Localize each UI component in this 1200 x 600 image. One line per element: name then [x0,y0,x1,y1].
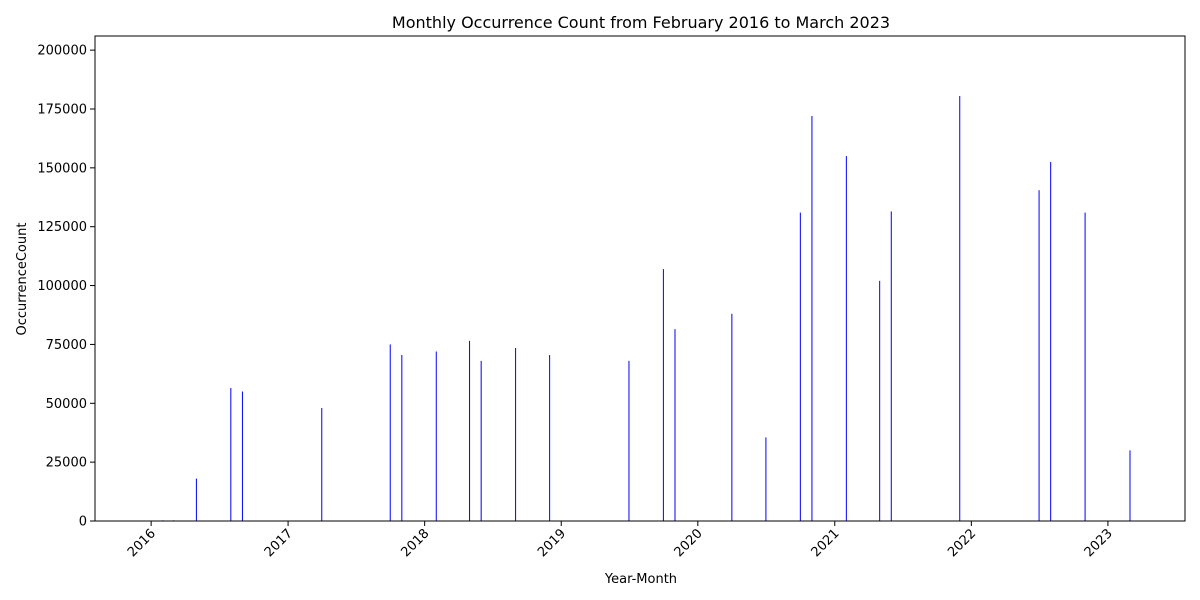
x-tick-label: 2023 [1082,526,1116,560]
bar-2021-06 [890,211,892,521]
bar-2020-10 [799,212,801,521]
y-tick-label: 0 [79,515,87,530]
y-tick-label: 100000 [37,279,87,294]
x-tick-label: 2017 [262,526,296,560]
bar-2019-10 [662,269,664,521]
bar-2021-12 [959,96,961,521]
bar-2020-07 [765,437,767,521]
x-axis-label: Year-Month [604,572,677,587]
x-tick-label: 2019 [535,526,569,560]
bar-2017-10 [389,344,391,521]
x-tick-label: 2021 [809,526,843,560]
y-tick-label: 175000 [37,102,87,117]
y-tick-label: 200000 [37,44,87,59]
y-axis-ticks: 0 25000 50000 75000 100000 125000 150000 175000… [37,44,95,530]
y-axis-label: OccurrenceCount [15,223,30,336]
y-tick-label: 125000 [37,220,87,235]
bar-2022-11 [1084,212,1086,521]
x-tick-label: 2020 [672,526,706,560]
bar-2017-04 [321,407,323,521]
bar-2018-06 [480,360,482,521]
bar-2018-05 [469,340,471,521]
bar-2019-07 [628,360,630,521]
y-tick-label: 50000 [46,397,87,412]
bar-2018-12 [549,355,551,521]
bar-2016-09 [241,391,243,521]
plot-frame [94,35,1186,522]
chart-title: Monthly Occurrence Count from February 2… [392,13,890,32]
x-tick-label: 2022 [945,526,979,560]
bar-2016-05 [195,478,197,521]
bar-2022-08 [1050,161,1052,521]
bar-2016-08 [230,387,232,521]
bar-2018-02 [435,351,437,521]
bars-group [162,96,1131,522]
bar-2021-02 [845,156,847,521]
x-axis-ticks: 2016 2017 2018 2019 2020 2021 2022 2023 [125,521,1116,560]
bar-2020-04 [731,313,733,521]
x-tick-label: 2016 [125,526,159,560]
bar-2021-05 [879,280,881,521]
bar-2018-09 [515,347,517,521]
y-tick-label: 25000 [46,456,87,471]
bar-2022-07 [1038,190,1040,521]
bar-2019-11 [674,329,676,521]
y-tick-label: 75000 [46,338,87,353]
bar-2023-03 [1129,450,1131,521]
bar-2020-11 [811,116,813,522]
y-tick-label: 150000 [37,161,87,176]
bar-2017-11 [401,355,403,521]
x-tick-label: 2018 [398,526,432,560]
